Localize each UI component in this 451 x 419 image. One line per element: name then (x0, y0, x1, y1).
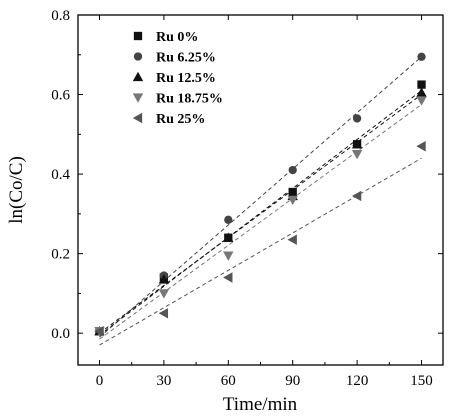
x-tick-label-2: 60 (221, 373, 236, 389)
point-s2-5 (416, 87, 427, 97)
point-s3-2 (223, 251, 234, 261)
point-s1-2 (224, 215, 233, 224)
point-s1-5 (417, 52, 426, 61)
y-tick-label-2: 0.4 (51, 167, 70, 183)
legend-label-4: Ru 25% (156, 112, 205, 127)
legend-label-3: Ru 18.75% (156, 92, 223, 107)
x-tick-label-4: 120 (346, 373, 369, 389)
point-s2-1 (158, 274, 170, 284)
point-s2-4 (351, 139, 363, 149)
legend-label-1: Ru 6.25% (156, 51, 216, 66)
point-s4-1 (158, 308, 169, 319)
plot-frame (77, 14, 444, 366)
point-s3-3 (287, 195, 298, 206)
axis-ticks: 0 30 60 90 120 150 0.0 0.2 0.4 0.6 0.8 (51, 8, 443, 389)
legend-label-0: Ru 0% (156, 30, 198, 45)
fit-line-1 (99, 56, 422, 338)
point-s3-1 (158, 289, 170, 299)
x-tick-label-0: 0 (96, 373, 104, 389)
legend-marker-1 (133, 52, 143, 61)
point-s1-3 (288, 165, 297, 175)
fit-line-3 (99, 104, 422, 340)
x-tick-label-5: 150 (410, 373, 433, 389)
y-tick-label-4: 0.8 (51, 8, 70, 24)
y-tick-label-1: 0.2 (51, 247, 70, 263)
legend-marker-0 (133, 31, 143, 41)
fit-line-2 (99, 90, 422, 336)
data-points (94, 52, 427, 337)
point-s4-4 (351, 190, 362, 202)
legend-marker-3 (132, 93, 144, 103)
y-tick-label-3: 0.6 (51, 88, 70, 104)
point-s4-0 (94, 325, 104, 337)
y-axis-title: ln(Co/C) (6, 156, 27, 224)
fit-lines (99, 56, 422, 346)
y-tick-label-0: 0.0 (51, 326, 70, 342)
x-tick-label-3: 90 (285, 373, 300, 389)
point-s1-4 (352, 114, 362, 123)
point-s3-5 (416, 96, 427, 106)
fit-line-0 (99, 94, 422, 334)
fit-line-4 (99, 157, 422, 346)
legend: Ru 0% Ru 6.25% Ru 12.5% Ru 18.75% Ru 25% (132, 30, 223, 127)
point-s3-4 (351, 150, 363, 160)
legend-marker-2 (132, 71, 144, 82)
legend-marker-4 (132, 112, 143, 124)
x-axis-title: Time/min (223, 394, 298, 415)
legend-label-2: Ru 12.5% (156, 71, 216, 86)
point-s4-3 (287, 234, 297, 245)
point-s2-2 (223, 232, 234, 242)
x-tick-label-1: 30 (156, 373, 171, 389)
point-s0-5 (417, 80, 426, 89)
point-s4-2 (223, 272, 233, 283)
point-s4-5 (416, 141, 426, 152)
